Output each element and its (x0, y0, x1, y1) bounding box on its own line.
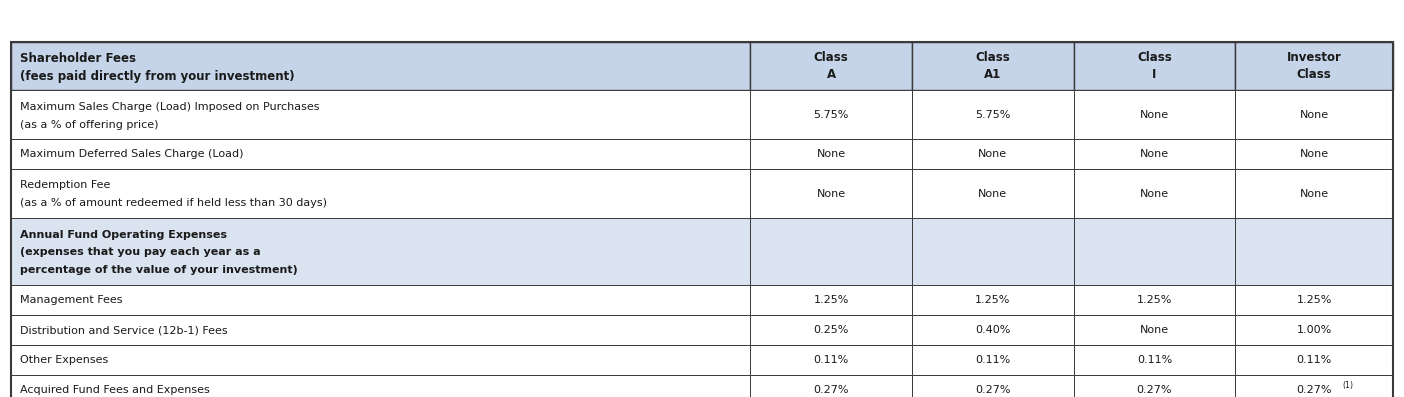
Text: Investor
Class: Investor Class (1286, 51, 1341, 81)
Bar (913, 139, 1074, 169)
Bar (750, 285, 913, 316)
Bar (11, 42, 750, 91)
Text: 0.11%: 0.11% (1296, 355, 1331, 365)
Text: percentage of the value of your investment): percentage of the value of your investme… (20, 265, 298, 275)
Bar (11, 169, 750, 218)
Text: (expenses that you pay each year as a: (expenses that you pay each year as a (20, 247, 260, 257)
Text: 0.27%: 0.27% (813, 385, 849, 395)
Bar (1236, 285, 1393, 316)
Text: Maximum Deferred Sales Charge (Load): Maximum Deferred Sales Charge (Load) (20, 149, 243, 159)
Bar (913, 218, 1074, 285)
Text: 5.75%: 5.75% (813, 110, 849, 120)
Text: Shareholder Fees: Shareholder Fees (20, 52, 136, 65)
Bar (1236, 42, 1393, 91)
Bar (913, 42, 1074, 91)
Text: 1.25%: 1.25% (1296, 295, 1332, 305)
Text: (as a % of amount redeemed if held less than 30 days): (as a % of amount redeemed if held less … (20, 198, 327, 208)
Bar (913, 345, 1074, 376)
Text: Class
I: Class I (1137, 51, 1172, 81)
Bar (1236, 169, 1393, 218)
Text: None: None (1140, 189, 1170, 198)
Bar (1236, 376, 1393, 397)
Text: 0.27%: 0.27% (1137, 385, 1172, 395)
Bar (1074, 285, 1236, 316)
Bar (1074, 316, 1236, 345)
Text: None: None (979, 149, 1008, 159)
Text: (fees paid directly from your investment): (fees paid directly from your investment… (20, 70, 295, 83)
Bar (913, 169, 1074, 218)
Text: None: None (1300, 189, 1328, 198)
Bar (1236, 316, 1393, 345)
Text: 5.75%: 5.75% (976, 110, 1011, 120)
Text: None: None (1140, 110, 1170, 120)
Bar (11, 376, 750, 397)
Text: None: None (1140, 149, 1170, 159)
Bar (750, 169, 913, 218)
Bar (11, 139, 750, 169)
Bar (1236, 345, 1393, 376)
Text: 0.27%: 0.27% (974, 385, 1011, 395)
Text: None: None (979, 189, 1008, 198)
Text: Management Fees: Management Fees (20, 295, 122, 305)
Text: 0.27%: 0.27% (1296, 385, 1332, 395)
Text: Annual Fund Operating Expenses: Annual Fund Operating Expenses (20, 230, 226, 240)
Text: Class
A: Class A (814, 51, 848, 81)
Bar (750, 91, 913, 139)
Text: 1.25%: 1.25% (1137, 295, 1172, 305)
Text: Class
A1: Class A1 (976, 51, 1011, 81)
Bar (1074, 218, 1236, 285)
Bar (750, 376, 913, 397)
Text: None: None (1300, 110, 1328, 120)
Text: 1.00%: 1.00% (1296, 326, 1331, 335)
Bar (11, 218, 750, 285)
Text: 0.11%: 0.11% (976, 355, 1011, 365)
Bar (913, 91, 1074, 139)
Text: Distribution and Service (12b-1) Fees: Distribution and Service (12b-1) Fees (20, 326, 227, 335)
Bar (750, 218, 913, 285)
Text: Acquired Fund Fees and Expenses: Acquired Fund Fees and Expenses (20, 385, 209, 395)
Text: Redemption Fee: Redemption Fee (20, 180, 110, 190)
Text: None: None (1140, 326, 1170, 335)
Text: Other Expenses: Other Expenses (20, 355, 108, 365)
Text: Maximum Sales Charge (Load) Imposed on Purchases: Maximum Sales Charge (Load) Imposed on P… (20, 102, 319, 112)
Bar (913, 376, 1074, 397)
Bar (1236, 218, 1393, 285)
Text: 0.11%: 0.11% (813, 355, 849, 365)
Bar (750, 139, 913, 169)
Bar (750, 345, 913, 376)
Bar (1074, 169, 1236, 218)
Text: 0.25%: 0.25% (813, 326, 849, 335)
Text: None: None (817, 189, 845, 198)
Bar (1074, 376, 1236, 397)
Bar (11, 316, 750, 345)
Bar (1074, 91, 1236, 139)
Bar (11, 285, 750, 316)
Text: (as a % of offering price): (as a % of offering price) (20, 119, 159, 129)
Bar (913, 285, 1074, 316)
Bar (1074, 42, 1236, 91)
Bar (11, 91, 750, 139)
Bar (1236, 91, 1393, 139)
Text: None: None (1300, 149, 1328, 159)
Bar (913, 316, 1074, 345)
Bar (1074, 139, 1236, 169)
Bar (11, 345, 750, 376)
Bar (750, 316, 913, 345)
Text: (1): (1) (1342, 382, 1353, 390)
Text: 1.25%: 1.25% (976, 295, 1011, 305)
Bar (750, 42, 913, 91)
Bar (1236, 139, 1393, 169)
Text: 0.40%: 0.40% (976, 326, 1011, 335)
Text: 1.25%: 1.25% (813, 295, 849, 305)
Bar (1074, 345, 1236, 376)
Text: 0.11%: 0.11% (1137, 355, 1172, 365)
Text: None: None (817, 149, 845, 159)
